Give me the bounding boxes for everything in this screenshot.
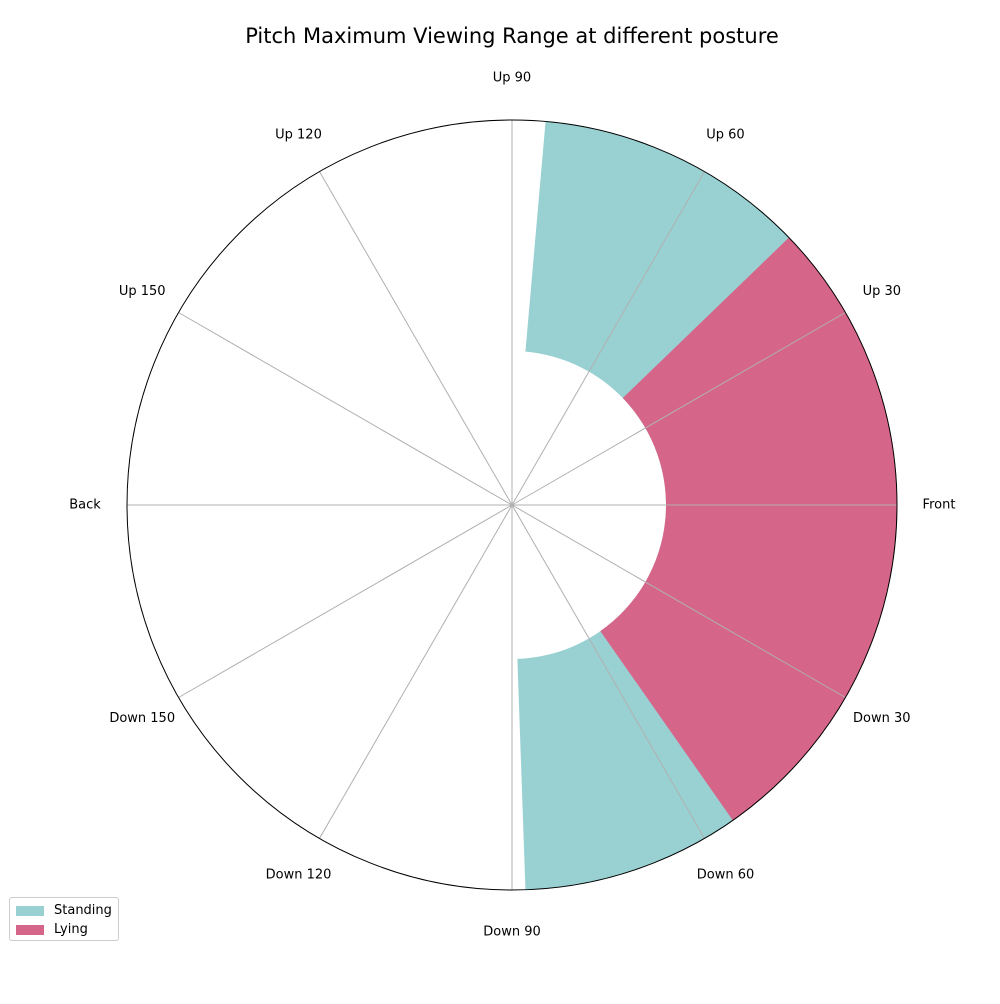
tick-label: Down 120 [266, 867, 332, 882]
tick-label: Up 60 [706, 128, 744, 143]
gridline-330 [511, 504, 846, 698]
tick-label: Back [69, 498, 101, 513]
gridline-150 [178, 312, 513, 506]
tick-label: Up 120 [275, 128, 322, 143]
wedge-lying [600, 237, 897, 821]
legend-item-lying: Lying [16, 920, 112, 939]
tick-label: Down 90 [483, 925, 541, 940]
tick-label: Down 60 [697, 867, 755, 882]
tick-label: Up 90 [493, 71, 531, 86]
tick-label: Front [923, 498, 956, 513]
gridline-300 [511, 504, 705, 839]
legend-label-standing: Standing [54, 903, 112, 918]
series-wedges [517, 121, 897, 890]
gridline-210 [178, 504, 513, 698]
tick-label: Down 150 [109, 711, 175, 726]
gridline-30 [511, 312, 846, 506]
angular-gridlines [127, 120, 897, 890]
tick-label: Down 30 [853, 711, 911, 726]
legend-label-lying: Lying [54, 922, 88, 937]
tick-label: Up 150 [119, 284, 166, 299]
legend-swatch-standing [16, 905, 44, 916]
angle-tick-labels: Front Up 30 Up 60 Up 90 Up 120 Up 150 Back Down… [69, 71, 955, 940]
legend: Standing Lying [9, 897, 119, 941]
outer-ring [126, 119, 898, 891]
legend-swatch-lying [16, 924, 44, 935]
chart-title: Pitch Maximum Viewing Range at different… [245, 24, 779, 48]
gridline-60 [511, 171, 705, 506]
tick-label: Up 30 [863, 284, 901, 299]
gridline-240 [319, 504, 513, 839]
gridline-120 [319, 171, 513, 506]
legend-item-standing: Standing [16, 901, 112, 920]
